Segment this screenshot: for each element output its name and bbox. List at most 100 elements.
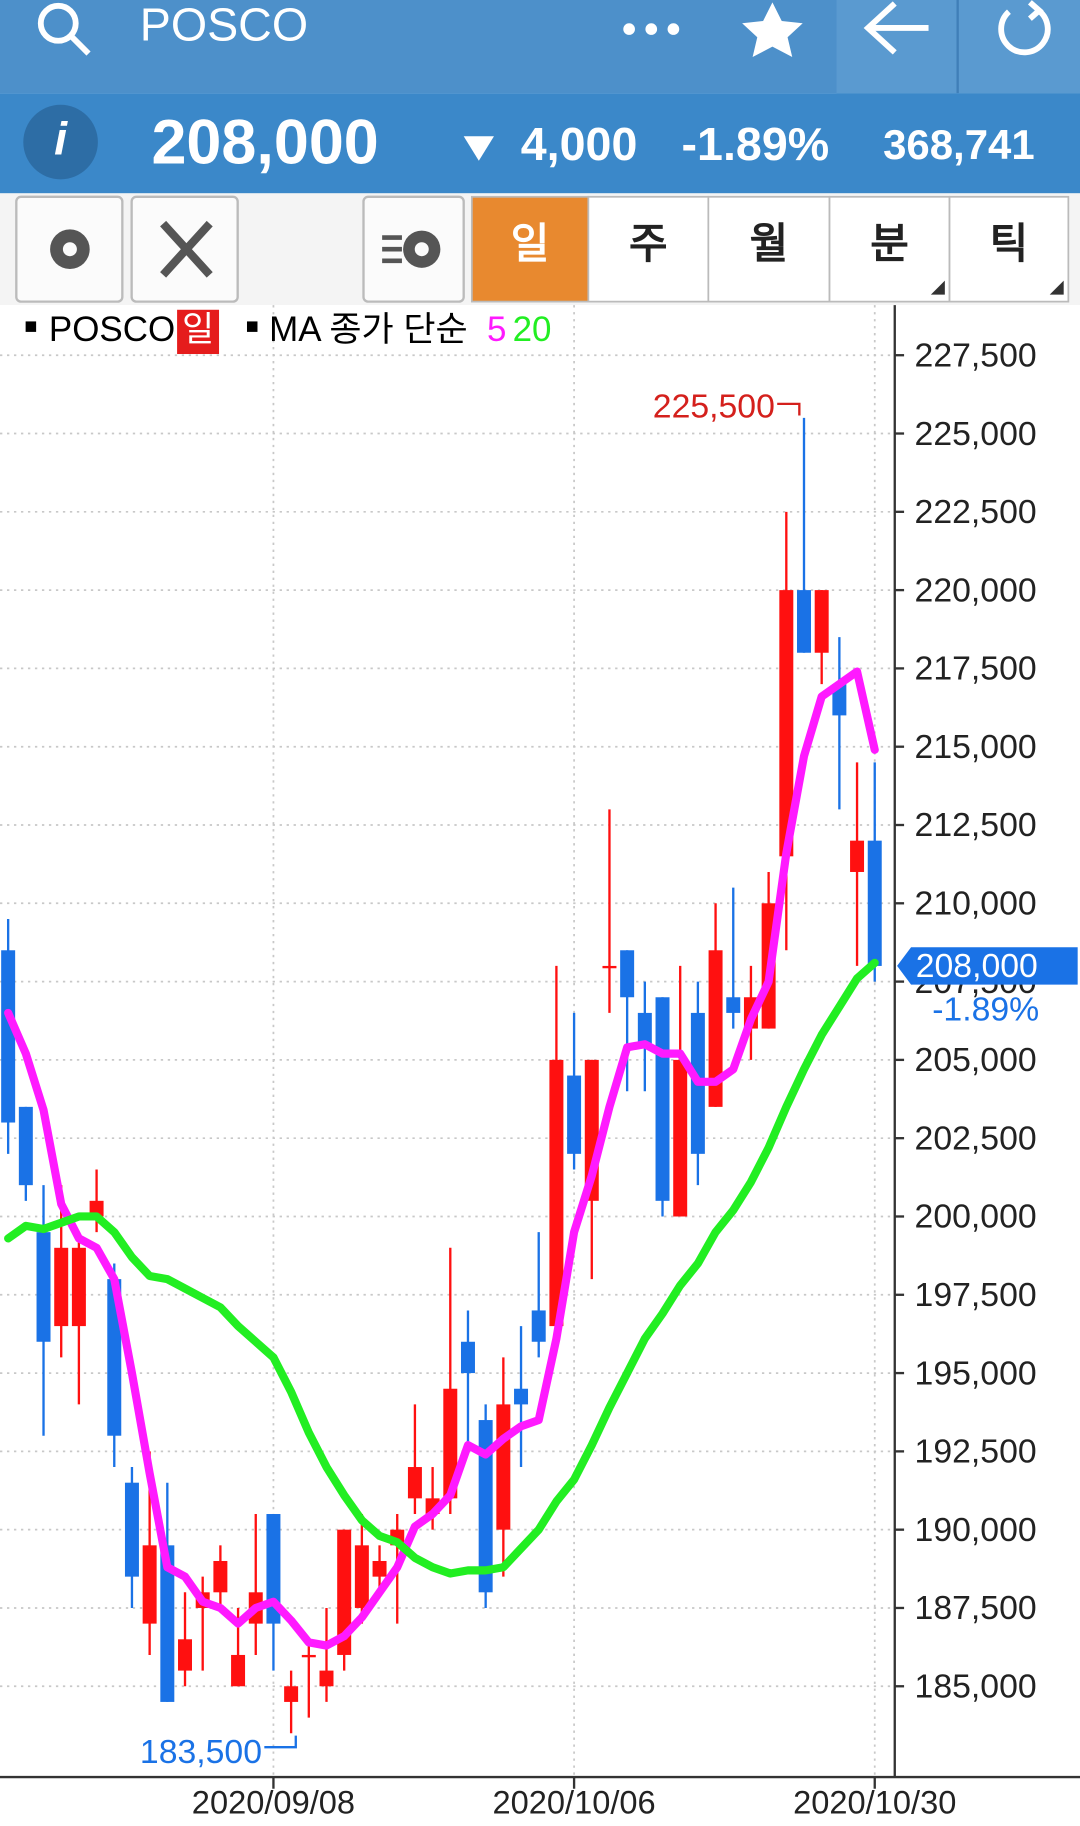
settings-button[interactable] <box>15 195 124 303</box>
y-tick-label: 220,000 <box>915 571 1037 609</box>
down-arrow <box>463 136 494 161</box>
legend-series: POSCO <box>49 310 175 349</box>
legend-marker <box>25 321 37 332</box>
y-tick-label: 212,500 <box>915 806 1037 844</box>
candle-body <box>460 1341 475 1374</box>
y-tick-label: 227,500 <box>915 336 1037 374</box>
candle-body <box>36 1232 51 1342</box>
y-tick-label: 187,500 <box>915 1589 1037 1627</box>
period-tab[interactable] <box>828 195 951 303</box>
candle-body <box>142 1545 157 1624</box>
x-tick-label: 2020/10/06 <box>492 1784 655 1821</box>
period-tab-label: 주 <box>629 220 668 267</box>
min-annotation: 183,500 <box>140 1733 262 1771</box>
candle-body <box>867 840 882 966</box>
indicator-button[interactable] <box>362 195 465 303</box>
search-icon[interactable] <box>37 2 91 56</box>
candle-body <box>1 950 16 1123</box>
quote-price: 208,000 <box>151 107 378 177</box>
candle-body <box>514 1388 529 1405</box>
more-icon[interactable] <box>623 23 680 35</box>
dropdown-corner <box>1049 280 1064 295</box>
candle-body <box>726 997 741 1013</box>
last-price-tag <box>897 947 1078 985</box>
quote-volume: 368,741 <box>883 121 1035 168</box>
candle-body <box>124 1482 139 1577</box>
candle-body <box>814 590 829 653</box>
y-tick-label: 225,000 <box>915 415 1037 453</box>
period-tab[interactable] <box>587 195 710 303</box>
candle-body <box>301 1654 316 1658</box>
candle-body <box>284 1686 299 1702</box>
quote-change: 4,000 <box>521 118 638 170</box>
legend-ma5: 5 <box>487 310 506 349</box>
y-tick-label: 210,000 <box>915 885 1037 923</box>
candle-body <box>354 1545 369 1608</box>
tools-button[interactable] <box>130 195 239 303</box>
candle-body <box>54 1247 69 1327</box>
period-tab[interactable] <box>470 195 590 303</box>
y-tick-label: 185,000 <box>915 1668 1037 1706</box>
ma-line <box>4 667 879 1650</box>
max-arrow <box>777 402 801 416</box>
candle-body <box>160 1545 175 1702</box>
dropdown-corner <box>930 280 945 295</box>
candle-body <box>213 1560 228 1593</box>
candle-body <box>655 997 670 1201</box>
candle-body <box>602 965 617 969</box>
ma-line <box>4 958 879 1578</box>
y-tick-label: 215,000 <box>915 728 1037 766</box>
y-tick-label: 205,000 <box>915 1041 1037 1079</box>
y-tick-label: 217,500 <box>915 650 1037 688</box>
candle-body <box>266 1514 281 1624</box>
x-tick-label: 2020/09/08 <box>192 1784 355 1821</box>
y-tick-label: 200,000 <box>915 1198 1037 1236</box>
candle-body <box>673 1059 688 1217</box>
y-tick-label: 192,500 <box>915 1433 1037 1471</box>
y-tick-label: 222,500 <box>915 493 1037 531</box>
candle-body <box>496 1404 511 1530</box>
candle-body <box>478 1420 493 1593</box>
legend-ma20: 20 <box>513 310 552 349</box>
candle-body <box>549 1059 564 1327</box>
max-annotation: 225,500 <box>653 387 775 425</box>
y-tick-label: 197,500 <box>915 1276 1037 1314</box>
period-tab[interactable] <box>707 195 831 303</box>
period-tab[interactable] <box>948 195 1070 303</box>
candle-body <box>797 590 811 653</box>
y-tick-label: 202,500 <box>915 1119 1037 1157</box>
candle-body <box>231 1654 246 1687</box>
candle-body <box>531 1310 546 1342</box>
quote-bar <box>0 93 1080 194</box>
quote-change-pct: -1.89% <box>682 118 830 170</box>
min-arrow <box>264 1735 297 1749</box>
candle-body <box>319 1670 334 1687</box>
period-tab-label: 일 <box>511 220 550 267</box>
candle-body <box>337 1529 352 1655</box>
last-change-label: -1.89% <box>932 990 1039 1028</box>
candle-body <box>620 950 635 998</box>
candle-body <box>18 1106 33 1186</box>
favorite-icon[interactable] <box>742 2 803 58</box>
period-tab-label: 틱 <box>990 220 1029 267</box>
app-title: POSCO <box>140 0 308 50</box>
candle-body <box>779 590 794 857</box>
candle-body <box>637 1012 652 1045</box>
x-tick-label: 2020/10/30 <box>793 1784 956 1821</box>
y-tick-label: 195,000 <box>915 1354 1037 1392</box>
candle-body <box>708 950 723 1107</box>
candle-body <box>71 1247 86 1327</box>
candle-body <box>567 1075 582 1154</box>
back-icon[interactable] <box>863 1 929 55</box>
info-icon: i <box>54 112 68 164</box>
candle-body <box>372 1560 387 1577</box>
legend-period: 일 <box>182 310 214 349</box>
y-tick-label: 190,000 <box>915 1511 1037 1549</box>
info-button[interactable] <box>23 104 98 180</box>
refresh-icon[interactable] <box>998 0 1051 56</box>
candle-body <box>832 684 847 716</box>
candle-body <box>850 840 865 872</box>
period-badge <box>177 309 220 355</box>
candle-body <box>178 1639 192 1671</box>
